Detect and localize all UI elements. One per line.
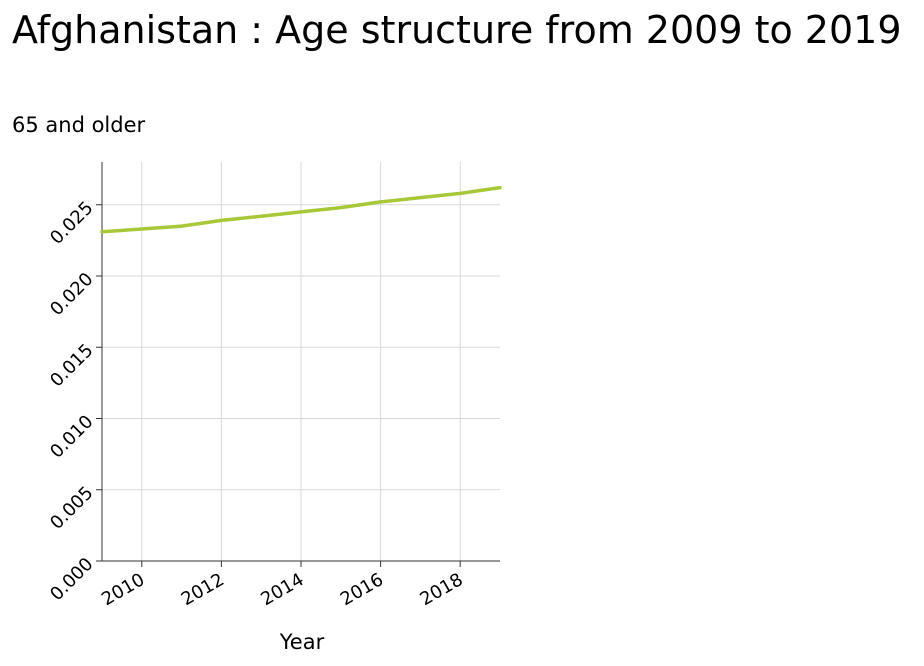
y-tick-label: 0.025 bbox=[46, 197, 97, 248]
chart-subtitle: 65 and older bbox=[12, 113, 146, 137]
y-tick-label: 0.015 bbox=[46, 340, 97, 391]
x-tick-label: 2016 bbox=[337, 569, 387, 610]
series-layer bbox=[100, 185, 502, 234]
series-line bbox=[100, 185, 502, 234]
x-tick-label: 2010 bbox=[98, 569, 148, 610]
x-tick-label: 2014 bbox=[257, 569, 307, 610]
y-tick-label: 0.000 bbox=[46, 554, 97, 605]
chart-title: Afghanistan : Age structure from 2009 to… bbox=[12, 8, 902, 52]
y-tick-label: 0.020 bbox=[46, 269, 97, 320]
x-tick-label: 2012 bbox=[178, 569, 228, 610]
y-tick-labels: 0.000 0.005 0.010 0.015 0.020 0.025 bbox=[46, 197, 97, 605]
y-tick-label: 0.010 bbox=[46, 411, 97, 462]
x-tick-label: 2018 bbox=[417, 569, 467, 610]
axes bbox=[96, 162, 500, 567]
grid-lines bbox=[102, 162, 500, 561]
x-tick-labels: 2010 2012 2014 2016 2018 bbox=[98, 569, 467, 610]
x-axis-title: Year bbox=[279, 630, 325, 654]
y-tick-label: 0.005 bbox=[46, 482, 97, 533]
